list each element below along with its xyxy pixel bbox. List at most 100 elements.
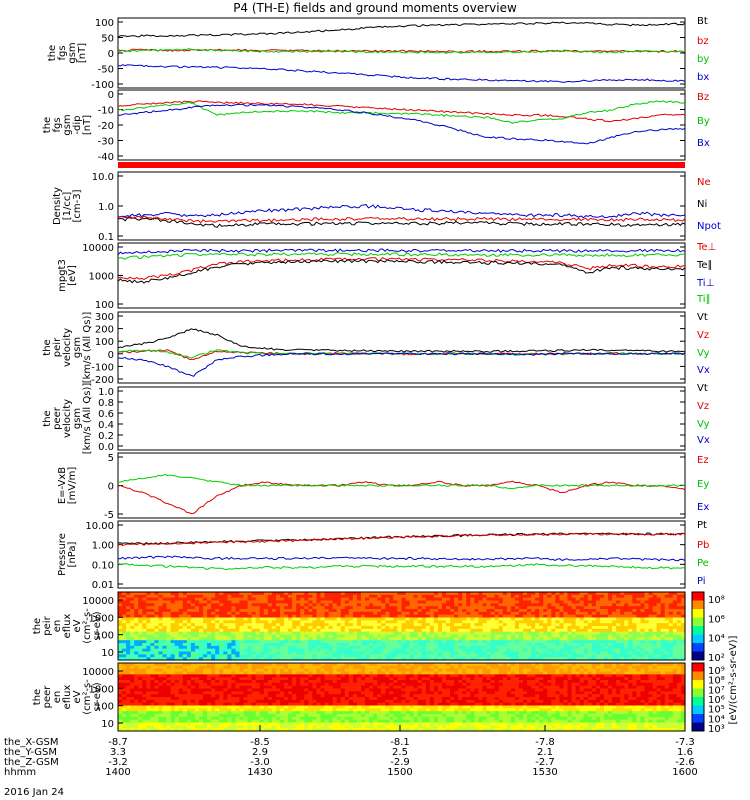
heatmap-cell [288,722,293,726]
heatmap-cell [300,620,305,624]
heatmap-cell [405,617,411,621]
heatmap-cell [296,654,301,658]
heatmap-cell [373,600,378,604]
heatmap-cell [324,603,330,607]
heatmap-cell [215,643,220,647]
heatmap-cell [328,668,334,673]
heatmap-cell [571,611,577,616]
heatmap-cell [280,719,285,724]
heatmap-cell [405,611,411,616]
heatmap-cell [247,685,253,690]
heatmap-cell [547,597,552,602]
heatmap-cell [235,597,241,602]
heatmap-cell [397,626,403,630]
heatmap-cell [579,623,585,627]
heatmap-cell [397,631,403,636]
heatmap-cell [219,623,224,627]
heatmap-cell [381,603,386,607]
heatmap-cell [458,626,463,630]
heatmap-cell [166,597,172,602]
heatmap-cell [284,685,289,690]
heatmap-cell [126,620,131,624]
heatmap-cell [166,688,172,692]
heatmap-cell [632,609,637,613]
heatmap-cell [219,694,224,698]
heatmap-cell [304,722,309,726]
heatmap-cell [207,685,212,690]
heatmap-cell [628,609,633,613]
heatmap-cell [166,694,172,698]
heatmap-cell [676,637,682,641]
heatmap-cell [348,697,354,701]
heatmap-cell [539,620,544,624]
heatmap-cell [352,680,358,684]
heatmap-cell [263,691,269,695]
heatmap-cell [312,728,318,732]
panel-frame-p3 [117,171,686,241]
heatmap-cell [130,665,135,670]
heatmap-cell [194,611,200,616]
heatmap-cell [381,637,386,641]
heatmap-cell [624,614,629,619]
heatmap-cell [178,725,184,729]
heatmap-cell [352,617,358,621]
heatmap-cell [328,702,334,707]
heatmap-cell [284,600,289,604]
heatmap-cell [275,603,281,607]
heatmap-cell [292,626,297,630]
heatmap-cell [182,668,188,673]
heatmap-cell [567,651,573,655]
heatmap-cell [118,705,123,709]
heatmap-cell [174,722,180,726]
heatmap-cell [502,648,508,653]
heatmap-cell [308,719,313,724]
heatmap-cell [235,643,241,647]
heatmap-cell [676,648,682,653]
heatmap-cell [668,592,674,596]
heatmap-cell [174,674,180,678]
heatmap-cell [612,645,617,650]
heatmap-cell [162,725,168,729]
heatmap-cell [344,688,350,692]
heatmap-cell [668,634,674,638]
heatmap-cell [288,600,293,604]
heatmap-cell [608,603,613,607]
heatmap-cell [470,597,475,602]
heatmap-cell [215,691,220,695]
heatmap-cell [514,651,520,655]
heatmap-cell [583,620,589,624]
heatmap-cell [640,594,646,599]
heatmap-cell [462,611,467,616]
heatmap-cell [170,708,176,712]
heatmap-cell [401,609,407,613]
heatmap-cell [251,725,257,729]
heatmap-cell [624,651,629,655]
heatmap-cell [308,626,313,630]
heatmap-cell [405,623,411,627]
heatmap-cell [474,620,480,624]
heatmap-cell [280,592,285,596]
heatmap-cell [170,643,176,647]
heatmap-cell [118,716,123,721]
heatmap-cell [154,623,160,627]
heatmap-cell [304,648,309,653]
heatmap-cell [652,626,658,630]
heatmap-cell [259,640,265,644]
heatmap-cell [539,611,544,616]
heatmap-cell [510,628,516,633]
heatmap-cell [154,654,160,658]
heatmap-cell [660,592,666,596]
legend-Pb: Pb [697,540,709,551]
heatmap-cell [138,702,143,707]
heatmap-cell [409,634,415,638]
heatmap-cell [312,714,318,718]
heatmap-cell [199,691,204,695]
heatmap-cell [332,668,338,673]
heatmap-cell [539,623,544,627]
heatmap-cell [421,645,427,650]
heatmap-cell [563,603,569,607]
heatmap-cell [551,657,556,661]
heatmap-cell [450,597,455,602]
heatmap-cell [122,606,127,610]
heatmap-cell [130,645,135,650]
